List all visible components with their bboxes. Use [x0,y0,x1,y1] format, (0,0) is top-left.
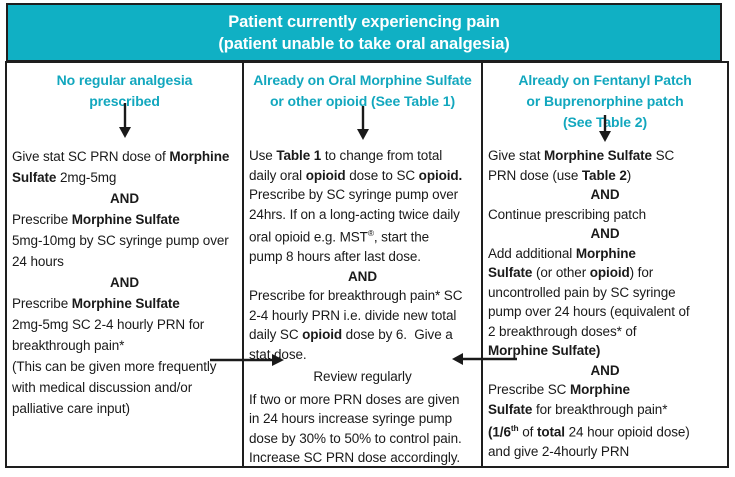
paragraph: Add additional Morphine Sulfate (or other… [488,245,690,359]
column-1-heading: No regular analgesia prescribed [7,63,242,112]
flow-arrow-right-to-center-icon [452,353,517,365]
paragraph: Prescribe SC Morphine Sulfate for breakth… [488,382,690,459]
and-separator: AND [590,362,620,378]
column-2-header: Already on Oral Morphine Sulfate or othe… [244,63,481,146]
column-3-header: Already on Fentanyl Patch or Buprenorphi… [483,63,727,146]
paragraph: Prescribe Morphine Sulfate 5mg-10mg by SC… [12,212,229,269]
column-1-heading-line-1: No regular analgesia [56,72,193,88]
and-separator: AND [348,268,377,284]
and-separator: AND [590,187,620,202]
column-2-body: Use Table 1 to change from total daily or… [244,146,481,468]
down-arrow-icon [118,103,131,138]
column-no-regular-analgesia: No regular analgesia prescribed Give sta… [7,63,244,466]
column-2-heading: Already on Oral Morphine Sulfate or othe… [244,63,481,112]
review-regularly-label: Review regularly [313,369,412,384]
column-3-body: Give stat Morphine Sulfate SC PRN dose (u… [483,146,727,462]
paragraph: Use Table 1 to change from total daily or… [249,148,463,264]
paragraph: Prescribe Morphine Sulfate 2mg-5mg SC 2-4… [12,296,205,353]
column-oral-opioid: Already on Oral Morphine Sulfate or othe… [244,63,483,466]
and-separator: AND [110,191,139,206]
columns-panel: No regular analgesia prescribed Give sta… [5,61,729,468]
paragraph: Give stat SC PRN dose of Morphine Sulfate… [12,149,230,185]
title-line-1: Patient currently experiencing pain [228,13,500,31]
column-3-heading: Already on Fentanyl Patch or Buprenorphi… [483,63,727,133]
title-banner: Patient currently experiencing pain (pat… [6,3,722,62]
paragraph: If two or more PRN doses are given in 24 … [249,391,462,466]
paragraph: Give stat Morphine Sulfate SC PRN dose (u… [488,148,675,183]
flow-arrow-left-to-center-icon [210,354,284,366]
title-line-2: (patient unable to take oral analgesia) [218,35,510,53]
and-separator: AND [590,226,620,241]
column-1-body: Give stat SC PRN dose of Morphine Sulfate… [7,146,242,419]
paragraph: Continue prescribing patch [488,206,646,222]
column-2-heading-line-1: Already on Oral Morphine Sulfate [253,72,472,88]
and-separator: AND [110,275,139,290]
column-1-heading-line-2: prescribed [89,93,160,109]
down-arrow-icon [599,115,611,142]
paragraph: Prescribe for breakthrough pain* SC 2-4 h… [249,288,463,362]
column-patch: Already on Fentanyl Patch or Buprenorphi… [483,63,727,466]
column-3-heading-line-1: Already on Fentanyl Patch [518,72,692,88]
down-arrow-icon [356,106,369,140]
column-2-heading-line-2: or other opioid (See Table 1) [269,93,456,109]
column-1-header: No regular analgesia prescribed [7,63,242,146]
column-3-heading-line-2: or Buprenorphine patch [526,93,684,109]
paragraph: (This can be given more frequently with m… [12,359,217,416]
